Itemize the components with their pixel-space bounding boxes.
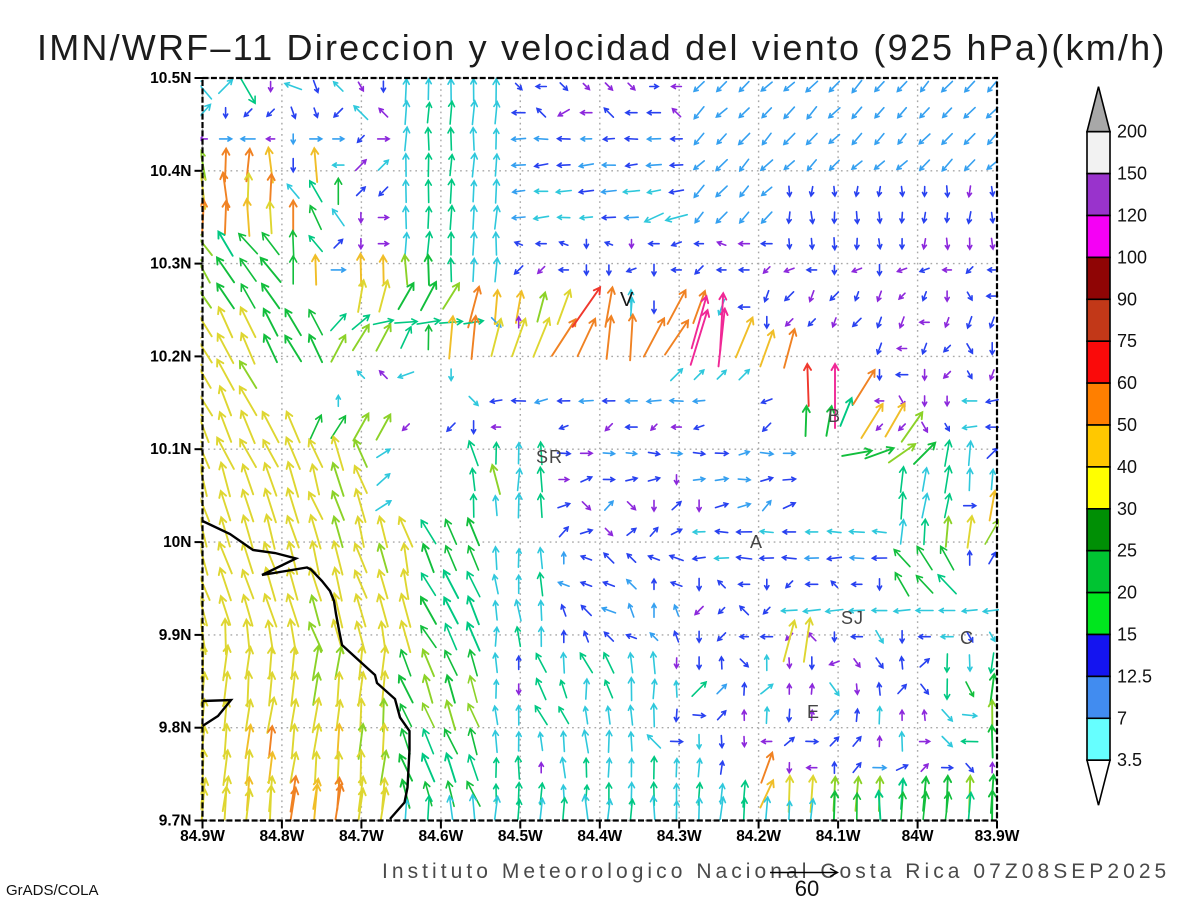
svg-text:IMN/WRF–11 Direccion y velocid: IMN/WRF–11 Direccion y velocidad del vie… — [37, 27, 1167, 68]
svg-text:9.7N: 9.7N — [159, 813, 192, 830]
svg-text:84.9W: 84.9W — [180, 828, 225, 845]
svg-text:90: 90 — [1117, 289, 1137, 309]
svg-text:20: 20 — [1117, 583, 1137, 603]
svg-text:60: 60 — [1117, 373, 1137, 393]
svg-text:9.8N: 9.8N — [159, 720, 192, 737]
svg-text:100: 100 — [1117, 247, 1147, 267]
svg-text:10.3N: 10.3N — [150, 256, 191, 273]
svg-text:200: 200 — [1117, 122, 1147, 142]
svg-text:V: V — [620, 289, 634, 311]
svg-text:30: 30 — [1117, 499, 1137, 519]
svg-text:E: E — [807, 702, 820, 722]
svg-text:84.5W: 84.5W — [498, 828, 543, 845]
svg-text:10.4N: 10.4N — [150, 163, 191, 180]
svg-text:9.9N: 9.9N — [159, 627, 192, 644]
svg-text:10N: 10N — [163, 534, 191, 551]
svg-text:10.1N: 10.1N — [150, 441, 191, 458]
svg-text:84.3W: 84.3W — [657, 828, 702, 845]
svg-text:Instituto Meteorologico Nacion: Instituto Meteorologico Nacional Costa R… — [382, 860, 1170, 883]
svg-text:3.5: 3.5 — [1117, 750, 1142, 770]
svg-text:15: 15 — [1117, 625, 1137, 645]
svg-text:B: B — [828, 406, 841, 426]
svg-text:84.6W: 84.6W — [418, 828, 463, 845]
svg-text:40: 40 — [1117, 457, 1137, 477]
svg-text:50: 50 — [1117, 415, 1137, 435]
svg-text:84.8W: 84.8W — [259, 828, 304, 845]
svg-text:84.4W: 84.4W — [577, 828, 622, 845]
svg-text:25: 25 — [1117, 541, 1137, 561]
svg-text:84W: 84W — [902, 828, 934, 845]
svg-text:C: C — [960, 628, 974, 648]
svg-text:150: 150 — [1117, 164, 1147, 184]
svg-text:10.2N: 10.2N — [150, 348, 191, 365]
svg-text:84.2W: 84.2W — [736, 828, 781, 845]
svg-text:84.7W: 84.7W — [339, 828, 384, 845]
svg-text:84.1W: 84.1W — [816, 828, 861, 845]
svg-text:SJ: SJ — [841, 608, 864, 628]
svg-text:60: 60 — [795, 876, 819, 900]
svg-text:SR: SR — [536, 447, 563, 467]
svg-text:120: 120 — [1117, 206, 1147, 226]
svg-text:12.5: 12.5 — [1117, 666, 1152, 686]
svg-text:83.9W: 83.9W — [975, 828, 1020, 845]
svg-text:75: 75 — [1117, 331, 1137, 351]
svg-text:10.5N: 10.5N — [150, 70, 191, 87]
svg-text:A: A — [750, 532, 763, 552]
svg-text:GrADS/COLA: GrADS/COLA — [6, 882, 99, 899]
svg-text:7: 7 — [1117, 708, 1127, 728]
